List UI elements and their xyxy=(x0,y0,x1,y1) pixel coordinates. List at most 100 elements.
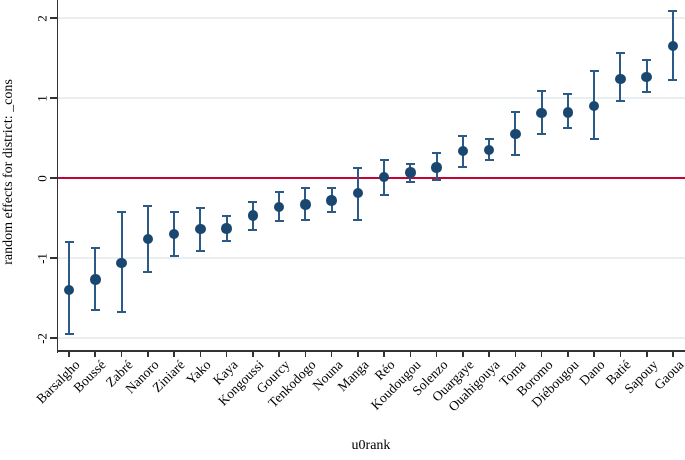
error-bar-cap-bottom xyxy=(405,181,415,183)
error-bar-cap-bottom xyxy=(458,165,468,168)
data-point-dot xyxy=(562,107,574,118)
error-bar-cap-top xyxy=(274,190,284,193)
error-bar-cap-bottom xyxy=(64,333,74,335)
x-axis-line xyxy=(56,350,685,352)
error-bar-cap-bottom xyxy=(668,79,678,82)
error-bar-cap-top xyxy=(222,215,232,218)
error-bar-cap-top xyxy=(327,187,337,190)
error-bar-cap-top xyxy=(510,111,520,114)
error-bar-cap-bottom xyxy=(300,219,310,222)
data-point-dot xyxy=(300,199,311,210)
x-tick xyxy=(173,351,175,357)
x-tick xyxy=(409,351,412,357)
x-tick xyxy=(435,351,438,357)
data-point-dot xyxy=(273,201,285,213)
error-bar-cap-bottom xyxy=(274,220,284,223)
error-bar-cap-top xyxy=(484,137,494,140)
error-bar-cap-bottom xyxy=(90,309,100,311)
x-tick xyxy=(252,351,254,357)
x-tick xyxy=(462,351,464,357)
data-point-dot xyxy=(168,228,180,240)
error-bar-cap-bottom xyxy=(143,271,153,274)
error-bar-cap-bottom xyxy=(117,311,127,314)
y-tick xyxy=(50,97,57,99)
error-bar-cap-bottom xyxy=(169,254,179,257)
error-bar-cap-top xyxy=(353,166,363,169)
x-tick xyxy=(567,351,569,357)
data-point-dot xyxy=(641,71,652,83)
data-point-dot xyxy=(483,144,495,156)
error-bar-cap-top xyxy=(668,9,678,12)
x-tick xyxy=(619,351,622,357)
data-point-dot xyxy=(615,73,626,85)
error-bar-cap-top xyxy=(589,69,599,72)
error-bar-cap-top xyxy=(563,93,573,95)
error-bar-cap-bottom xyxy=(432,178,442,181)
x-tick xyxy=(514,351,517,357)
data-point-dot xyxy=(431,162,442,173)
x-tick xyxy=(304,351,307,357)
error-bar-cap-top xyxy=(432,152,442,155)
data-point-dot xyxy=(90,274,101,285)
error-bar-cap-bottom xyxy=(589,137,599,140)
gridline xyxy=(58,17,685,19)
data-point-dot xyxy=(510,128,521,140)
x-tick xyxy=(225,351,228,357)
error-bar-cap-bottom xyxy=(537,133,547,135)
error-bar-cap-bottom xyxy=(379,193,389,196)
y-tick xyxy=(50,337,57,339)
data-point-dot xyxy=(142,233,154,245)
error-bar-cap-bottom xyxy=(222,240,232,243)
error-bar-cap-bottom xyxy=(642,91,652,94)
gridline xyxy=(58,337,685,339)
error-bar-cap-top xyxy=(458,134,468,137)
error-bar-cap-top xyxy=(169,211,179,214)
error-bar-cap-top xyxy=(64,241,74,243)
x-tick xyxy=(94,351,97,357)
error-bar-cap-top xyxy=(248,201,258,203)
y-tick xyxy=(50,17,57,19)
y-axis-line xyxy=(56,0,59,353)
y-tick xyxy=(50,177,57,179)
y-tick-label: 1 xyxy=(34,94,50,102)
y-tick-label: 0 xyxy=(34,174,50,182)
x-tick xyxy=(645,351,648,357)
error-bar-cap-top xyxy=(90,247,100,250)
x-tick xyxy=(488,351,490,357)
error-bar-cap-top xyxy=(405,162,415,165)
error-bar-cap-bottom xyxy=(563,127,573,130)
x-tick xyxy=(68,351,70,357)
data-point-dot xyxy=(326,195,337,206)
gridline xyxy=(58,97,685,99)
error-bar-cap-top xyxy=(300,186,310,189)
data-point-dot xyxy=(247,210,259,221)
y-tick-label: -2 xyxy=(34,332,50,344)
data-point-dot xyxy=(116,257,127,269)
data-point-dot xyxy=(667,40,679,52)
error-bar-cap-bottom xyxy=(484,159,494,162)
error-bar-cap-top xyxy=(615,52,625,55)
data-point-dot xyxy=(457,145,469,157)
y-tick-label: 2 xyxy=(34,14,50,22)
data-point-dot xyxy=(352,187,364,199)
error-bar-cap-top xyxy=(642,58,652,61)
x-tick xyxy=(383,351,385,357)
x-axis-title: u0rank xyxy=(351,438,391,453)
x-tick xyxy=(278,351,280,357)
data-point-dot xyxy=(588,100,600,112)
error-bar-cap-bottom xyxy=(195,249,205,252)
x-tick xyxy=(330,351,333,357)
x-tick xyxy=(540,351,543,357)
error-bar-cap-top xyxy=(379,158,389,161)
error-bar-cap-top xyxy=(537,89,547,92)
x-tick xyxy=(146,351,149,357)
zero-refline xyxy=(58,177,685,179)
x-tick xyxy=(593,351,595,357)
x-tick xyxy=(357,351,359,357)
x-tick xyxy=(120,351,123,357)
error-bar-cap-top xyxy=(195,206,205,209)
error-bar-cap-top xyxy=(143,205,153,207)
y-tick-label: -1 xyxy=(34,252,50,264)
